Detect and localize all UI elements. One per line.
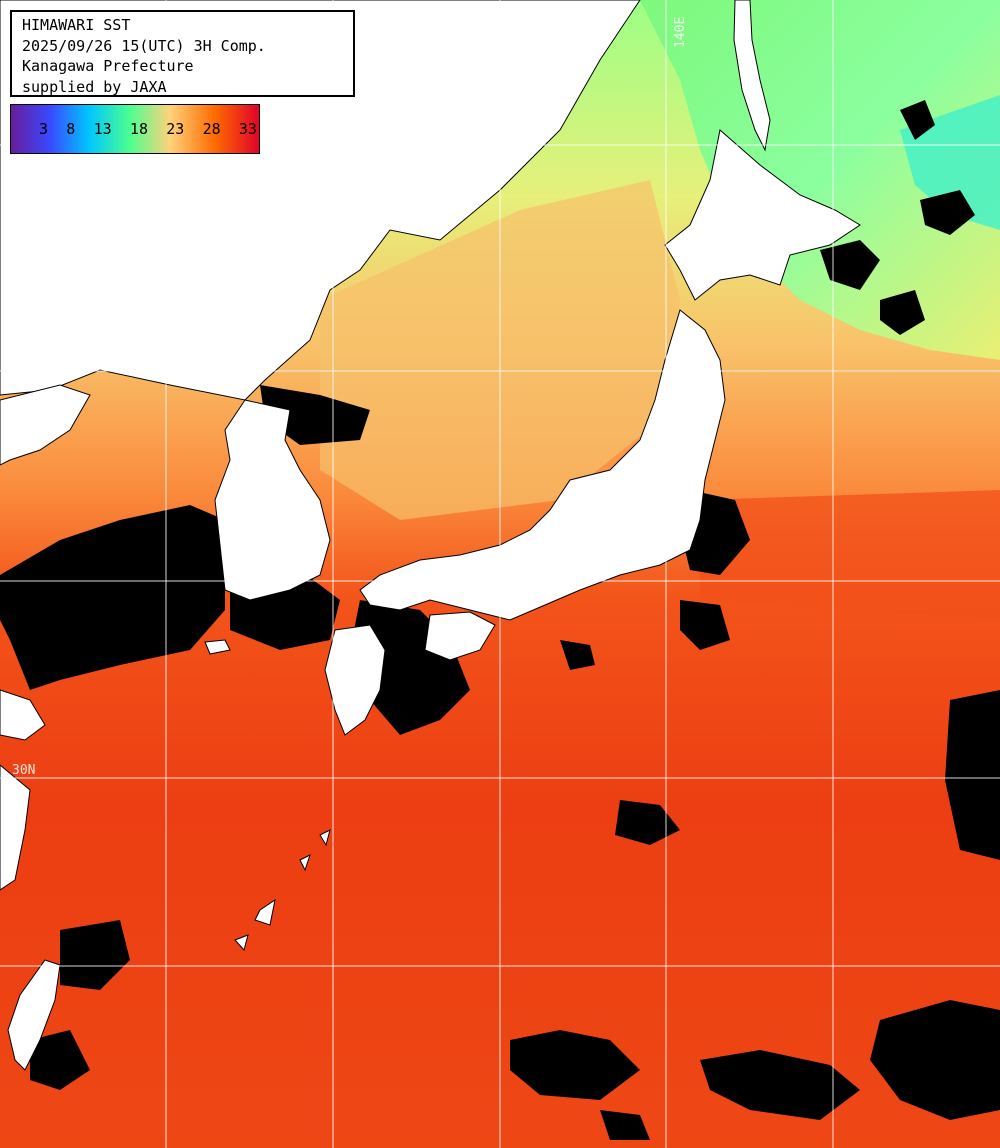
colorbar-tick: 23	[166, 120, 185, 138]
colorbar-gradient	[10, 104, 260, 154]
title-line-2: 2025/09/26 15(UTC) 3H Comp.	[22, 36, 266, 55]
title-line-3: Kanagawa Prefecture	[22, 57, 194, 75]
colorbar-tick: 8	[66, 120, 76, 138]
warm-kuroshio	[700, 490, 1000, 620]
colorbar-tick: 33	[238, 120, 257, 138]
land-russia	[0, 0, 641, 401]
land-china	[0, 384, 91, 891]
cloud-cover	[0, 100, 1000, 1140]
colorbar-tick: 3	[39, 120, 49, 138]
colorbar-tick: 13	[93, 120, 112, 138]
land-sakhalin	[733, 0, 771, 152]
land-jeju	[204, 639, 231, 655]
title-box: HIMAWARI SST 2025/09/26 15(UTC) 3H Comp.…	[10, 10, 355, 97]
land-shikoku	[424, 611, 496, 661]
land-korea	[214, 399, 331, 601]
lat-label-40n: 40N	[12, 356, 35, 371]
title-line-4: supplied by JAXA	[22, 77, 167, 96]
colorbar-tick: 28	[202, 120, 221, 138]
land-kyushu	[324, 624, 386, 736]
land	[0, 0, 861, 1071]
land-taiwan	[7, 959, 61, 1071]
title-line-1: HIMAWARI SST	[22, 16, 131, 34]
lon-label-140e: 140E	[673, 17, 688, 48]
colorbar-labels: 3 8 13 18 23 28 33	[10, 104, 260, 154]
colorbar-tick: 18	[129, 120, 148, 138]
land-ryukyu	[234, 829, 331, 952]
cool-water-north	[640, 0, 1000, 360]
lat-label-30n: 30N	[12, 763, 35, 778]
land-honshu	[359, 309, 726, 621]
land-hokkaido	[664, 129, 861, 301]
